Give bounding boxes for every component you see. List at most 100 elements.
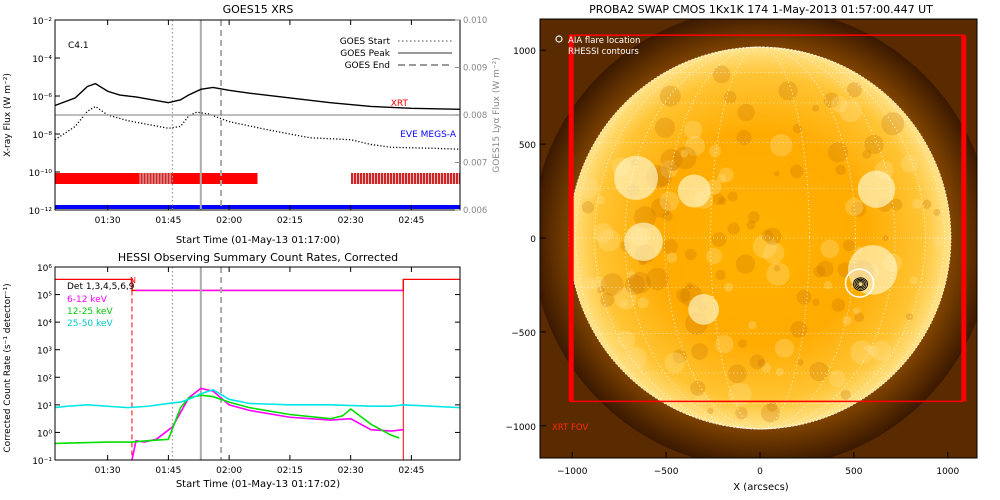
disk-feature bbox=[932, 237, 944, 248]
disk-feature bbox=[724, 91, 737, 104]
swap-ytick-label: −1000 bbox=[506, 423, 537, 433]
xrs-ytick-label: 10⁻¹² bbox=[29, 207, 53, 217]
hessi-panel: HESSI Observing Summary Count Rates, Cor… bbox=[3, 251, 461, 490]
disk-feature bbox=[864, 134, 884, 155]
hessi-legend: Det 1,3,4,5,6,9 N 6-12 keV 12-25 keV 25-… bbox=[67, 276, 136, 329]
disk-feature bbox=[651, 197, 671, 218]
disk-feature bbox=[762, 242, 785, 264]
disk-feature bbox=[778, 81, 798, 101]
disk-feature bbox=[738, 339, 747, 348]
disk-feature bbox=[761, 229, 774, 242]
disk-feature bbox=[581, 201, 595, 214]
swap-ytick-label: 1000 bbox=[513, 47, 536, 57]
disk-feature bbox=[596, 195, 605, 205]
hessi-ytick-label: 10⁴ bbox=[37, 319, 52, 329]
disk-feature bbox=[582, 277, 596, 291]
hessi-frame bbox=[54, 266, 461, 461]
swap-ytick-label: 0 bbox=[530, 235, 536, 245]
solar-disk-texture bbox=[577, 65, 944, 423]
coverage-bar-0-1 bbox=[140, 173, 173, 184]
coverage-bar-0-3 bbox=[350, 173, 460, 184]
disk-feature bbox=[757, 359, 766, 368]
disk-feature bbox=[633, 206, 657, 229]
disk-feature bbox=[812, 298, 820, 307]
disk-feature bbox=[659, 191, 680, 211]
xrs-xtick-label: 02:45 bbox=[398, 216, 424, 226]
hessi-ytick-label: 10⁰ bbox=[37, 429, 52, 439]
disk-feature bbox=[842, 239, 855, 252]
disk-feature bbox=[789, 164, 804, 179]
xrs-xtick-label: 01:30 bbox=[95, 216, 121, 226]
disk-feature bbox=[863, 344, 871, 352]
disk-feature bbox=[827, 142, 849, 163]
swap-overlays bbox=[555, 34, 967, 403]
rhessi-contour-1 bbox=[854, 278, 867, 290]
disk-feature bbox=[614, 287, 637, 310]
disk-feature bbox=[764, 227, 782, 245]
disk-feature bbox=[890, 198, 903, 211]
flare-class-label: C4.1 bbox=[68, 41, 89, 51]
disk-feature bbox=[660, 148, 683, 171]
disk-feature bbox=[900, 155, 919, 173]
disk-feature bbox=[707, 407, 714, 415]
disk-feature bbox=[715, 269, 726, 281]
disk-feature bbox=[774, 338, 795, 358]
disk-feature bbox=[662, 211, 673, 222]
xrs-xtick-label: 02:30 bbox=[338, 216, 364, 226]
disk-feature bbox=[646, 267, 669, 291]
swap-xlabel: X (arcsecs) bbox=[733, 482, 789, 493]
swap-image-area bbox=[540, 19, 977, 458]
legend-aia-marker bbox=[555, 35, 563, 43]
disk-feature bbox=[829, 370, 846, 388]
disk-feature bbox=[746, 220, 756, 230]
disk-feature bbox=[767, 401, 778, 412]
rhessi-contour-2 bbox=[856, 280, 865, 289]
xrs-xtick-label: 02:00 bbox=[216, 216, 242, 226]
disk-feature bbox=[840, 389, 851, 400]
disk-feature bbox=[728, 382, 752, 406]
disk-feature bbox=[823, 281, 833, 290]
disk-feature bbox=[717, 174, 727, 184]
hessi-xtick-label: 01:45 bbox=[155, 466, 181, 476]
disk-feature bbox=[769, 134, 793, 157]
disk-feature bbox=[823, 92, 840, 108]
disk-feature bbox=[839, 75, 850, 86]
hessi-xtick-label: 02:15 bbox=[277, 466, 303, 476]
xrs-ytick-label: 10⁻² bbox=[32, 17, 52, 27]
active-region-2 bbox=[624, 222, 663, 262]
rhessi-contour-0 bbox=[853, 277, 868, 291]
disk-feature bbox=[797, 359, 804, 366]
longitude-line bbox=[664, 46, 856, 430]
legend-goes-start: GOES Start bbox=[340, 37, 391, 47]
xrs-legend: GOES Start GOES Peak GOES End bbox=[340, 37, 452, 71]
rhessi-contour-3 bbox=[857, 281, 864, 287]
disk-feature bbox=[748, 211, 760, 224]
disk-feature bbox=[809, 361, 829, 382]
disk-feature bbox=[680, 149, 689, 158]
xrt-fov-label: XRT FOV bbox=[552, 423, 588, 433]
xrs-plot-area bbox=[55, 20, 460, 210]
disk-feature bbox=[624, 274, 646, 295]
disk-feature bbox=[850, 340, 874, 364]
xrs-series-1 bbox=[55, 105, 460, 150]
disk-feature bbox=[773, 265, 781, 272]
disk-feature bbox=[909, 276, 918, 285]
disk-feature bbox=[862, 149, 872, 159]
disk-feature bbox=[752, 234, 777, 259]
hessi-xtick-label: 02:30 bbox=[338, 466, 364, 476]
xrs-y2tick-label: 0.009 bbox=[463, 64, 487, 74]
disk-feature bbox=[662, 239, 678, 255]
disk-feature bbox=[737, 103, 755, 122]
hessi-ytick-label: 10⁵ bbox=[37, 292, 52, 302]
swap-axis-ticks: −1000 −500 0 500 1000 1000 500 0 −500 −1000 bbox=[506, 47, 960, 477]
disk-feature bbox=[616, 330, 636, 350]
disk-feature bbox=[773, 170, 780, 177]
disk-feature bbox=[792, 123, 803, 134]
disk-feature bbox=[851, 202, 867, 217]
disk-feature bbox=[820, 239, 840, 259]
legend-aia-flare-location: AIA flare location bbox=[568, 36, 640, 46]
disk-feature bbox=[600, 292, 615, 307]
legend-goes-peak: GOES Peak bbox=[340, 49, 390, 59]
disk-feature bbox=[796, 289, 812, 305]
